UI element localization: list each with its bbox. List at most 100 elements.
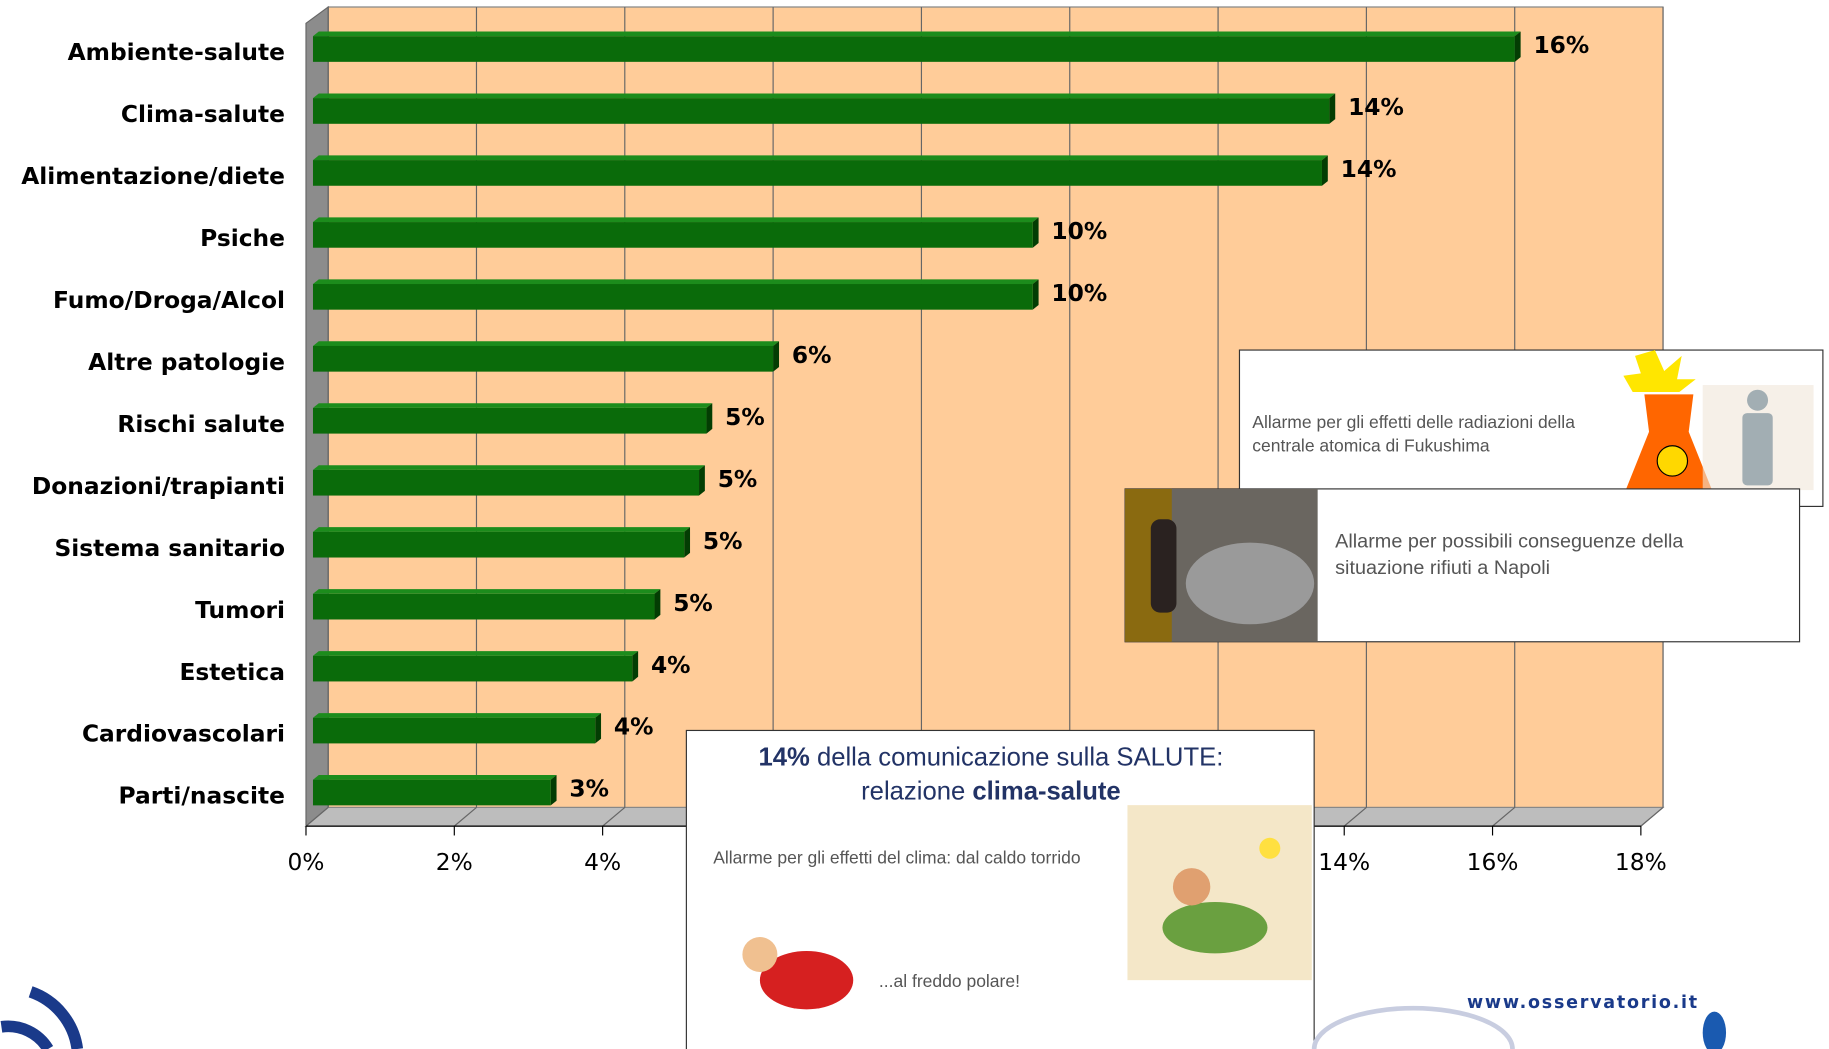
callout-text: ...al freddo polare! [879, 971, 1020, 991]
tower-icon [1625, 394, 1713, 491]
callout-text: Allarme per gli effetti delle radiazioni… [1252, 412, 1575, 432]
infographic [1702, 385, 1814, 491]
bar [312, 345, 774, 372]
bar [312, 98, 1330, 124]
bar-side [595, 713, 602, 744]
x-tick-label: 14% [1318, 848, 1370, 876]
callout-title-percent: 14% [758, 743, 810, 771]
bar-top [312, 341, 780, 346]
grid-line [453, 807, 477, 827]
callout-title: 14% della comunicazione sulla SALUTE: [758, 743, 1223, 771]
value-label: 3% [569, 775, 609, 803]
category-label: Ambiente-salute [68, 38, 285, 66]
cartoon-cold [742, 936, 778, 972]
category-label: Estetica [179, 658, 285, 686]
cartoon-hot [1259, 837, 1281, 859]
cartoon-cold [759, 950, 854, 1010]
bar-side [1329, 93, 1336, 124]
radiation-icon [1656, 445, 1689, 477]
bar-top [312, 155, 1328, 161]
x-tick-label: 4% [584, 848, 621, 876]
logo [1702, 1011, 1727, 1049]
value-label: 10% [1051, 279, 1107, 307]
bar [312, 593, 655, 620]
bar-top [312, 527, 691, 532]
bar [312, 655, 633, 682]
footer-url: www.osservatorio.it [1467, 993, 1699, 1013]
bar-top [312, 217, 1039, 223]
callout-text: situazione rifiuti a Napoli [1335, 557, 1550, 579]
callout-subtitle-bold: clima-salute [972, 777, 1120, 805]
photo [1185, 542, 1315, 625]
bar-top [312, 651, 639, 656]
bar-side [550, 775, 557, 806]
value-label: 6% [792, 341, 832, 369]
value-label: 14% [1341, 155, 1397, 183]
value-label: 4% [614, 713, 654, 741]
bar [312, 222, 1033, 248]
bar-side [706, 403, 713, 434]
value-label: 5% [673, 589, 713, 617]
bar [312, 160, 1322, 186]
grid-line [602, 807, 626, 827]
bar-side [1032, 279, 1039, 310]
bar-top [312, 403, 713, 408]
value-label: 14% [1348, 93, 1404, 121]
bar-side [684, 527, 691, 558]
cartoon-hot [1172, 868, 1211, 906]
category-label: Altre patologie [88, 348, 285, 376]
bar-side [1321, 155, 1328, 186]
value-label: 4% [651, 651, 691, 679]
bar-side [654, 589, 661, 620]
bar-top [312, 589, 661, 594]
category-label: Tumori [195, 596, 285, 624]
grid-line [1492, 807, 1516, 827]
bar-top [312, 31, 1521, 37]
logo [28, 986, 84, 1049]
value-label: 5% [703, 527, 743, 555]
grid-line [1640, 807, 1664, 827]
callout-clima: 14% della comunicazione sulla SALUTE: re… [685, 729, 1315, 1049]
cartoon-hot [1162, 901, 1268, 954]
callout-fukushima: Allarme per gli effetti delle radiazioni… [1238, 349, 1824, 507]
x-tick-label: 0% [287, 848, 324, 876]
category-label: Rischi salute [117, 410, 285, 438]
x-tick-label: 18% [1615, 848, 1667, 876]
value-label: 10% [1051, 217, 1107, 245]
bar [312, 36, 1515, 62]
category-label: Cardiovascolari [82, 720, 285, 748]
x-tick-label: 16% [1467, 848, 1519, 876]
bar-top [312, 465, 705, 470]
logo [0, 1020, 54, 1049]
bar-top [312, 775, 557, 780]
category-label: Alimentazione/diete [21, 162, 285, 190]
category-label: Clima-salute [121, 100, 285, 128]
bar [312, 469, 700, 496]
callout-subtitle: relazione clima-salute [861, 777, 1121, 805]
bar-top [312, 93, 1336, 99]
callout-subtitle-text: relazione [861, 777, 972, 805]
category-label: Fumo/Droga/Alcol [53, 286, 285, 314]
bar [312, 779, 551, 806]
bar [312, 531, 685, 558]
callout-text: centrale atomica di Fukushima [1252, 436, 1490, 456]
bar-top [312, 713, 602, 718]
photo [1150, 519, 1177, 613]
category-label: Parti/nascite [119, 782, 285, 810]
bar-side [773, 341, 780, 372]
bar [312, 407, 707, 434]
category-label: Donazioni/trapianti [32, 472, 285, 500]
grid-line [305, 807, 329, 827]
category-label: Psiche [200, 224, 285, 252]
bar-side [699, 465, 705, 496]
burst-icon [1623, 350, 1696, 393]
bar-top [312, 279, 1039, 285]
callout-text: Allarme per gli effetti del clima: dal c… [713, 847, 1080, 867]
x-tick-label: 2% [436, 848, 473, 876]
category-label: Sistema sanitario [54, 534, 284, 562]
value-label: 16% [1533, 31, 1589, 59]
callout-napoli: Allarme per possibili conseguenze della … [1124, 488, 1801, 643]
footer: www.osservatorio.it [0, 986, 1727, 1049]
callout-text: Allarme per possibili conseguenze della [1335, 530, 1684, 552]
bar-side [1032, 217, 1039, 248]
